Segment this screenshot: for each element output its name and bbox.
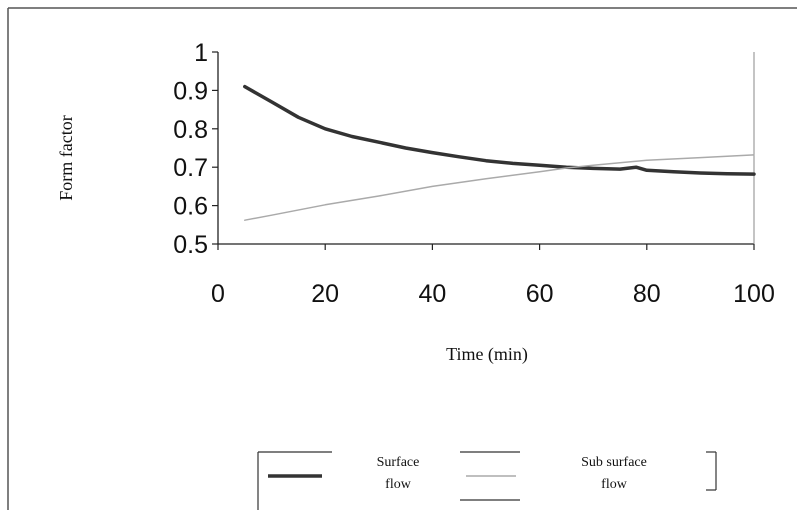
y-tick-label: 0.6	[173, 193, 208, 221]
legend-label-surface-line2: flow	[385, 477, 412, 492]
y-tick-label: 1	[194, 39, 208, 67]
x-tick-label: 80	[633, 280, 661, 308]
legend-label-sub-line1: Sub surface	[581, 455, 647, 470]
legend: Surface flow Sub surface flow	[257, 451, 717, 510]
y-tick-label: 0.7	[173, 154, 208, 182]
y-tick-labels: 0.5 0.6 0.7 0.8 0.9 1	[173, 39, 208, 259]
x-tick-label: 60	[526, 280, 554, 308]
x-tick-labels: 0 20 40 60 80 100	[211, 280, 775, 308]
y-tick-label: 0.9	[173, 77, 208, 105]
series-line-sub-surface-flow	[244, 154, 755, 221]
series-line-surface-flow	[243, 84, 756, 176]
x-tick-label: 100	[733, 280, 775, 308]
x-tick-label: 40	[418, 280, 446, 308]
y-tick-label: 0.5	[173, 231, 208, 259]
axes	[212, 51, 755, 250]
x-tick-label: 0	[211, 280, 225, 308]
legend-label-surface-line1: Surface	[377, 455, 420, 470]
x-axis-title: Time (min)	[446, 344, 528, 365]
y-tick-label: 0.8	[173, 116, 208, 144]
series-lines	[243, 84, 756, 221]
legend-label-sub-line2: flow	[601, 477, 628, 492]
x-tick-label: 20	[311, 280, 339, 308]
y-axis-title: Form factor	[56, 115, 76, 200]
